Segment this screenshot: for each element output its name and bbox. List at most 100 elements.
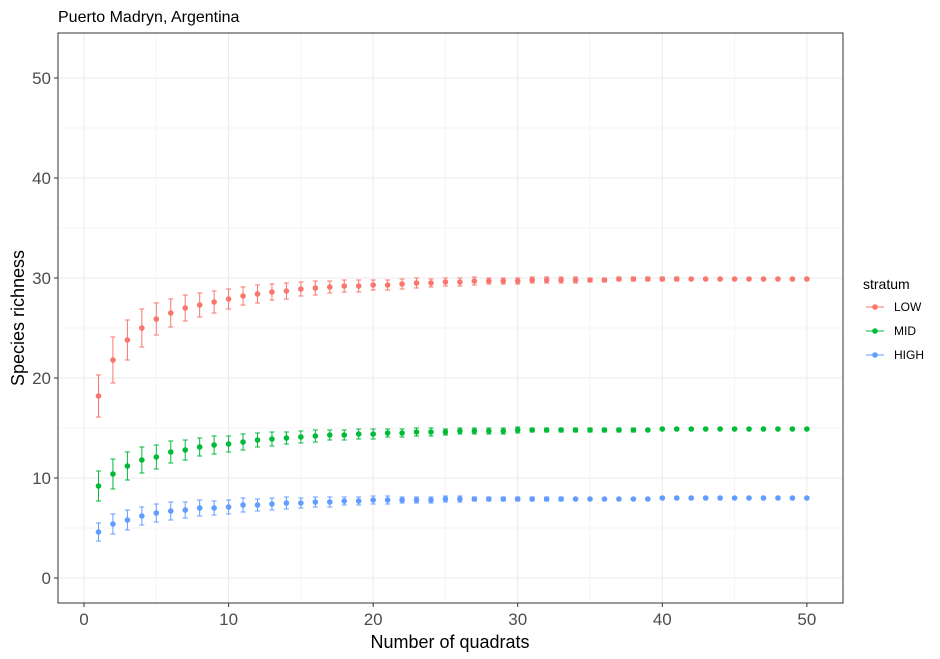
point-low bbox=[139, 325, 145, 331]
legend-items: LOW MID HIGH bbox=[866, 300, 924, 362]
point-low bbox=[789, 276, 796, 282]
point-low bbox=[601, 277, 608, 283]
point-mid bbox=[326, 432, 333, 438]
x-axis-title: Number of quadrats bbox=[370, 632, 529, 652]
point-high bbox=[428, 497, 434, 503]
point-high bbox=[370, 497, 376, 503]
point-high bbox=[95, 529, 102, 535]
point-mid bbox=[630, 427, 637, 433]
point-low bbox=[558, 277, 564, 283]
point-mid bbox=[254, 437, 261, 443]
point-low bbox=[399, 281, 405, 287]
point-mid bbox=[702, 426, 709, 432]
point-mid bbox=[428, 429, 434, 435]
y-tick-label: 10 bbox=[32, 469, 51, 488]
point-high bbox=[413, 497, 420, 503]
point-high bbox=[601, 496, 608, 502]
point-high bbox=[616, 496, 622, 502]
legend-label-high: HIGH bbox=[894, 348, 924, 362]
point-low bbox=[211, 299, 217, 305]
point-low bbox=[95, 393, 102, 399]
point-low bbox=[110, 357, 116, 363]
legend-item-mid: MID bbox=[866, 324, 916, 338]
point-low bbox=[587, 277, 593, 283]
point-low bbox=[182, 305, 189, 311]
point-low bbox=[486, 278, 492, 284]
x-tick-label: 40 bbox=[653, 610, 672, 629]
point-mid bbox=[673, 426, 680, 432]
legend-title: stratum bbox=[863, 276, 910, 292]
point-low bbox=[428, 280, 434, 286]
point-high bbox=[196, 505, 203, 511]
point-mid bbox=[601, 427, 608, 433]
point-high bbox=[110, 521, 116, 527]
point-mid bbox=[110, 471, 116, 477]
point-high bbox=[514, 496, 521, 502]
x-tick-label: 10 bbox=[219, 610, 238, 629]
point-high bbox=[399, 497, 405, 503]
point-high bbox=[139, 513, 145, 519]
point-mid bbox=[95, 483, 102, 489]
x-tick-label: 30 bbox=[508, 610, 527, 629]
point-high bbox=[717, 495, 723, 501]
point-mid bbox=[471, 428, 478, 434]
point-low bbox=[153, 316, 160, 322]
legend-item-high: HIGH bbox=[866, 348, 924, 362]
point-mid bbox=[746, 426, 752, 432]
point-low bbox=[225, 296, 232, 302]
legend-label-mid: MID bbox=[894, 324, 916, 338]
point-low bbox=[702, 276, 709, 282]
point-low bbox=[760, 276, 767, 282]
point-mid bbox=[182, 447, 189, 453]
legend-key-point-high bbox=[872, 352, 878, 358]
point-mid bbox=[312, 433, 319, 439]
point-mid bbox=[457, 428, 463, 434]
x-tick-label: 0 bbox=[79, 610, 88, 629]
point-mid bbox=[775, 426, 781, 432]
point-high bbox=[529, 496, 535, 502]
point-high bbox=[167, 508, 174, 514]
point-mid bbox=[139, 457, 145, 463]
point-high bbox=[659, 495, 666, 501]
point-high bbox=[804, 495, 810, 501]
x-tick-label: 20 bbox=[364, 610, 383, 629]
point-mid bbox=[717, 426, 723, 432]
point-low bbox=[384, 282, 391, 288]
point-mid bbox=[298, 434, 304, 440]
point-high bbox=[500, 496, 507, 502]
point-high bbox=[702, 495, 709, 501]
point-mid bbox=[731, 426, 738, 432]
point-high bbox=[298, 500, 304, 506]
point-low bbox=[442, 279, 449, 285]
point-high bbox=[587, 496, 593, 502]
point-low bbox=[659, 276, 666, 282]
point-mid bbox=[240, 439, 246, 445]
point-mid bbox=[558, 427, 564, 433]
point-mid bbox=[572, 427, 579, 433]
legend-item-low: LOW bbox=[866, 300, 922, 314]
point-mid bbox=[384, 430, 391, 436]
point-mid bbox=[211, 442, 217, 448]
point-mid bbox=[789, 426, 796, 432]
y-tick-label: 40 bbox=[32, 169, 51, 188]
x-axis: 0 10 20 30 40 50 bbox=[79, 603, 816, 629]
x-tick-label: 50 bbox=[797, 610, 816, 629]
panel-border bbox=[57, 32, 844, 604]
point-mid bbox=[529, 427, 535, 433]
point-low bbox=[746, 276, 752, 282]
point-mid bbox=[616, 427, 622, 433]
point-high bbox=[269, 501, 275, 507]
y-tick-label: 0 bbox=[42, 569, 51, 588]
point-mid bbox=[543, 427, 550, 433]
point-low bbox=[240, 293, 246, 299]
point-high bbox=[630, 496, 637, 502]
point-low bbox=[645, 276, 651, 282]
point-low bbox=[457, 279, 463, 285]
point-high bbox=[240, 502, 246, 508]
point-mid bbox=[442, 429, 449, 435]
point-mid bbox=[486, 428, 492, 434]
point-high bbox=[312, 499, 319, 505]
point-mid bbox=[659, 426, 666, 432]
point-low bbox=[298, 286, 304, 292]
